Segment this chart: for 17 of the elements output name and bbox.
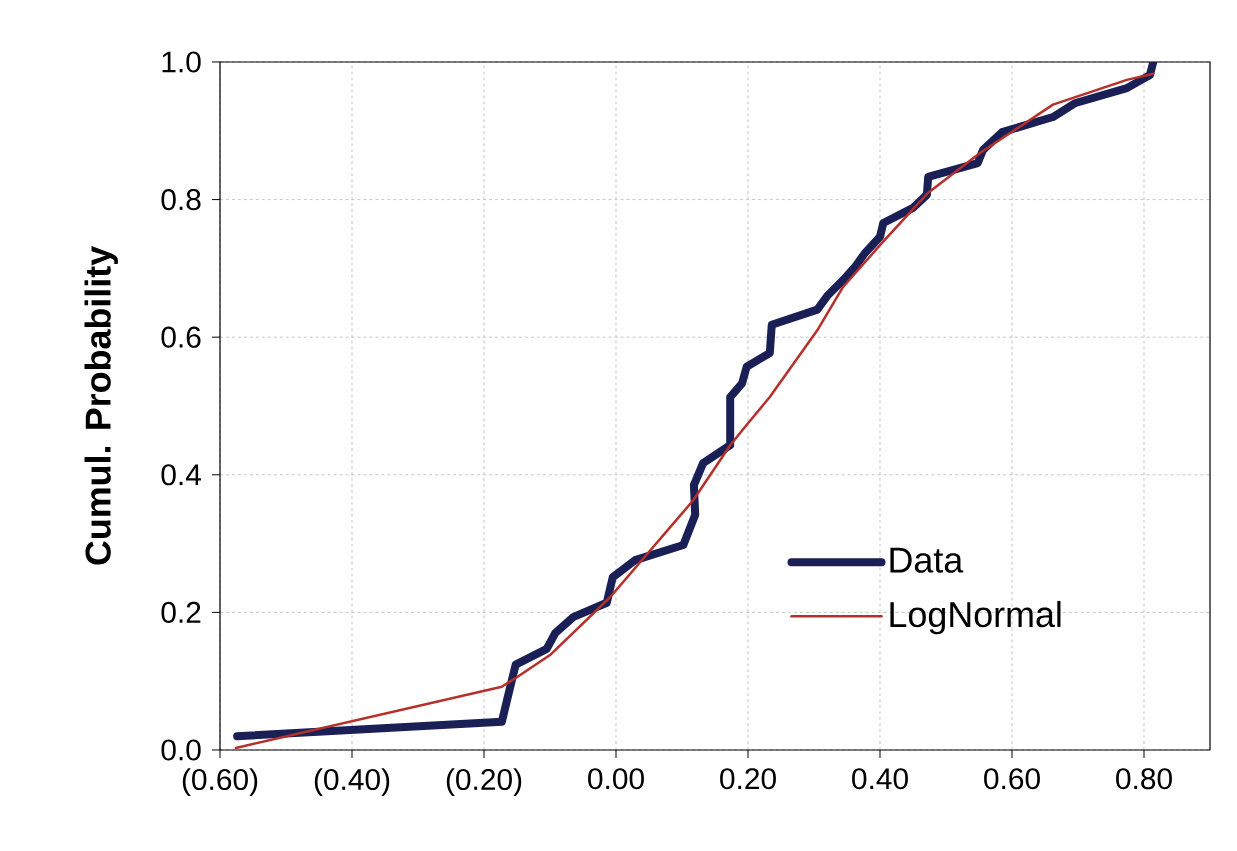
y-tick-label: 0.8 bbox=[161, 188, 201, 211]
x-tick-label: 0.20 bbox=[720, 768, 776, 790]
x-tick-label: 0.40 bbox=[852, 768, 908, 790]
y-tick-label: 0.0 bbox=[161, 739, 201, 761]
x-tick-label: (0.60) bbox=[182, 768, 258, 796]
y-tick-label: 1.0 bbox=[162, 51, 201, 73]
y-tick-label: 0.4 bbox=[161, 464, 201, 486]
x-tick-label: 0.00 bbox=[588, 768, 644, 790]
y-tick-label: 0.6 bbox=[161, 326, 201, 348]
y-axis-title: Cumul. Probability bbox=[84, 246, 118, 565]
legend-label: LogNormal bbox=[890, 600, 1061, 635]
legend-label: Data bbox=[890, 547, 964, 573]
x-tick-label: (0.40) bbox=[314, 768, 390, 796]
y-tick-label: 0.2 bbox=[161, 601, 201, 623]
x-tick-label: (0.20) bbox=[446, 768, 522, 796]
x-tick-label: 0.80 bbox=[1116, 768, 1172, 790]
x-tick-label: 0.60 bbox=[984, 768, 1040, 790]
